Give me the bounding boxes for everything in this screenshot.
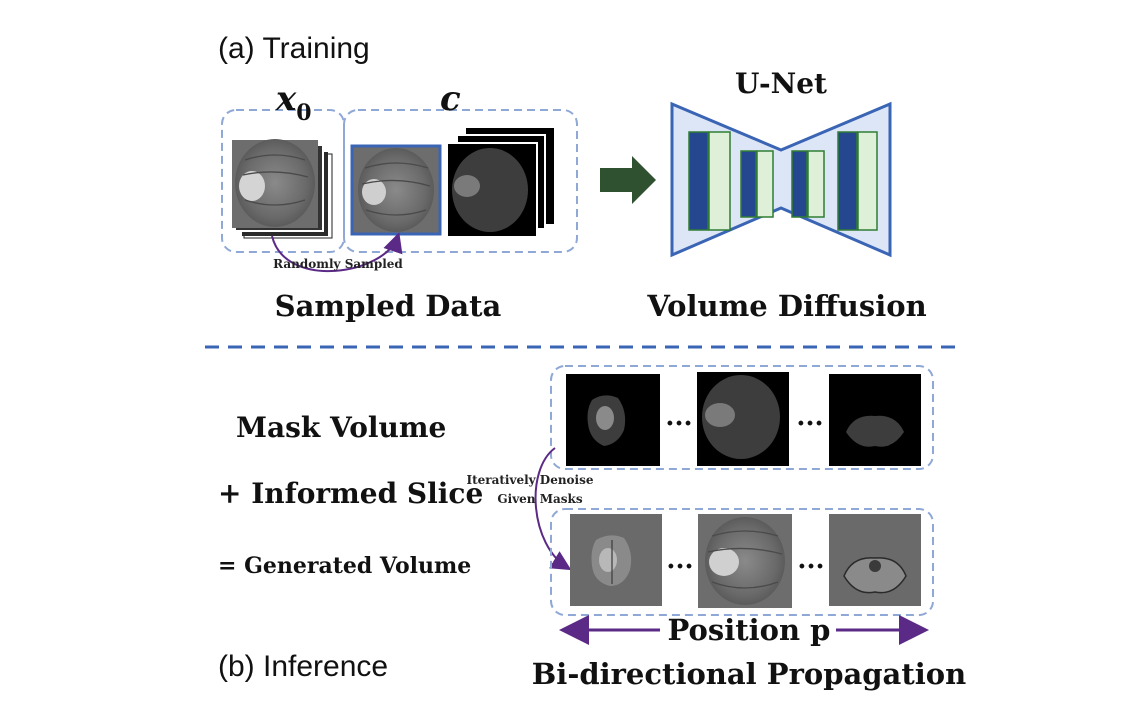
informed-slice-label: + Informed Slice xyxy=(218,477,483,510)
mask-slice-stack xyxy=(448,128,554,236)
unet-icon xyxy=(670,101,892,258)
inference-section-label: (b) Inference xyxy=(218,650,388,683)
denoise-label-line1: Iteratively Denoise xyxy=(466,473,593,487)
x0-main: x xyxy=(275,79,297,119)
mask-volume-label: Mask Volume xyxy=(236,411,446,444)
x0-label: x0 xyxy=(275,79,312,126)
training-section-label: (a) Training xyxy=(218,32,370,65)
training-flow-arrow xyxy=(600,156,656,204)
generated-ellipsis-1: ... xyxy=(666,545,693,575)
sampled-data-label: Sampled Data xyxy=(275,289,502,323)
generated-ellipsis-2: ... xyxy=(797,545,824,575)
mask-ellipsis-1: ... xyxy=(665,402,692,432)
denoise-label-line2: Given Masks xyxy=(497,492,582,506)
generated-slice-1 xyxy=(570,514,662,606)
mask-slice-1 xyxy=(566,374,660,466)
position-label: Position p xyxy=(668,613,831,647)
x0-dashed-box xyxy=(221,109,345,253)
c-label: c xyxy=(440,79,461,119)
mask-slice-2 xyxy=(697,372,789,466)
unet-label: U-Net xyxy=(735,67,827,100)
randomly-sampled-arrow xyxy=(271,232,403,273)
mask-slice-3 xyxy=(829,374,921,466)
generated-slice-3 xyxy=(829,514,921,606)
mask-row-box xyxy=(550,365,934,470)
generated-volume-label: = Generated Volume xyxy=(218,553,471,579)
x0-subscript: 0 xyxy=(296,100,311,126)
bidirectional-label: Bi-directional Propagation xyxy=(532,657,966,691)
mask-ellipsis-2: ... xyxy=(796,402,823,432)
x0-slice-stack xyxy=(232,139,333,239)
volume-diffusion-label: Volume Diffusion xyxy=(646,289,926,323)
informed-slice-thumbnail xyxy=(350,144,442,236)
generated-slice-2 xyxy=(698,514,792,608)
denoise-arrow xyxy=(534,447,572,571)
generated-row-box xyxy=(550,508,934,616)
randomly-sampled-label: Randomly Sampled xyxy=(273,257,403,271)
